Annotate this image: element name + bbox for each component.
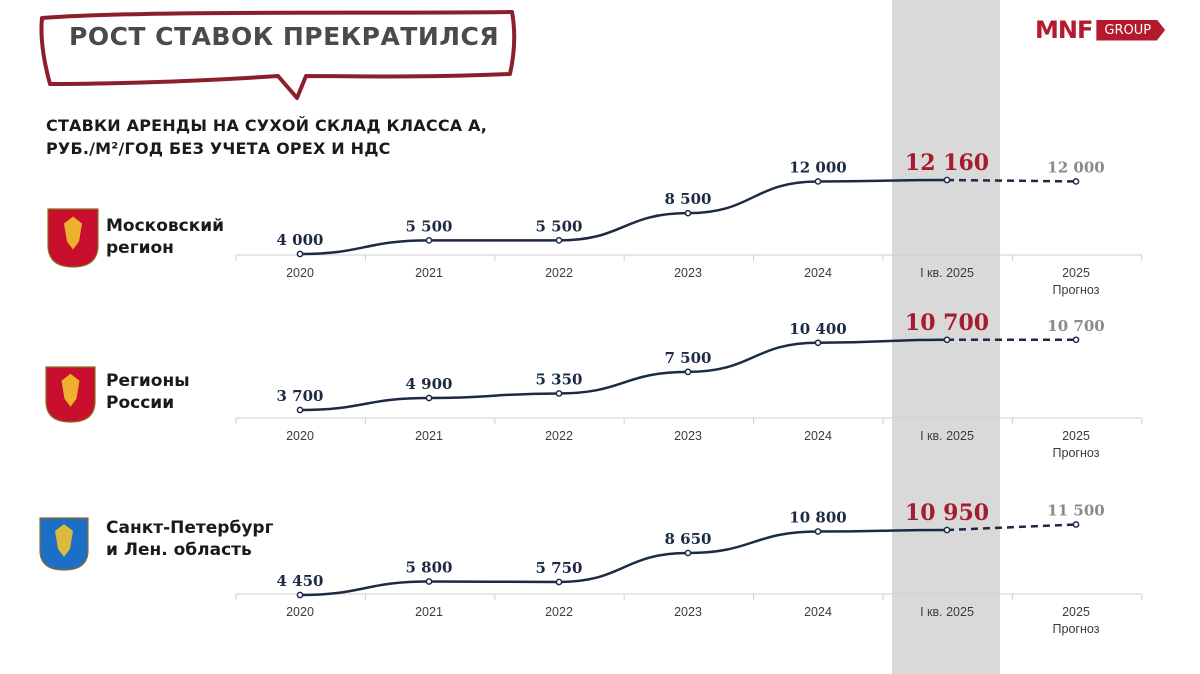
x-tick-label: 2024 — [804, 429, 832, 443]
data-point — [296, 250, 304, 258]
data-label: 11 500 — [1047, 502, 1104, 520]
x-tick-sublabel: Прогноз — [1053, 622, 1100, 636]
moscow-coat-of-arms-icon — [47, 208, 99, 268]
x-tick-label: I кв. 2025 — [920, 429, 974, 443]
x-tick-label: 2024 — [804, 605, 832, 619]
data-point — [684, 368, 692, 376]
data-point — [296, 591, 304, 599]
data-point — [943, 336, 951, 344]
region-line-1: Регионы — [106, 371, 190, 391]
data-label: 8 650 — [665, 530, 712, 548]
title-bubble — [39, 10, 517, 100]
data-point — [943, 176, 951, 184]
forecast-line — [946, 523, 1077, 532]
region-label-moscow: Московский регион — [106, 215, 224, 259]
data-label: 7 500 — [665, 349, 712, 367]
data-label: 10 400 — [789, 320, 846, 338]
region-line-1: Московский — [106, 216, 225, 236]
x-tick-label: 2021 — [415, 429, 443, 443]
x-tick-label: 2020 — [286, 605, 314, 619]
chart-subtitle: СТАВКИ АРЕНДЫ НА СУХОЙ СКЛАД КЛАССА А, Р… — [46, 114, 487, 160]
russia-coat-of-arms-icon — [45, 366, 96, 423]
data-label: 5 750 — [536, 559, 583, 577]
x-tick-label: 2023 — [674, 605, 702, 619]
data-label: 12 000 — [1047, 158, 1104, 176]
data-point — [684, 549, 692, 557]
x-tick-label: 2021 — [415, 266, 443, 280]
data-point — [555, 237, 563, 244]
data-point — [684, 209, 692, 217]
data-point — [943, 526, 951, 534]
data-label: 10 800 — [789, 509, 846, 527]
spb-coat-of-arms-icon — [39, 517, 89, 571]
data-label: 4 450 — [277, 572, 324, 590]
x-tick-label: 2023 — [674, 266, 702, 280]
subtitle-line-1: СТАВКИ АРЕНДЫ НА СУХОЙ СКЛАД КЛАССА А, — [46, 116, 487, 135]
region-line-2: регион — [106, 238, 174, 258]
x-tick-label: 2020 — [286, 429, 314, 443]
x-tick-label: 2023 — [674, 429, 702, 443]
region-label-spb: Санкт-Петербург и Лен. область — [106, 517, 273, 561]
data-point — [1072, 336, 1080, 344]
data-point — [425, 578, 433, 585]
data-point — [814, 339, 822, 347]
chart-panel-0: 4 000 2020 5 500 2021 5 500 2022 8 500 2023 12 0… — [235, 150, 1143, 297]
logo-mnf: MNF — [1035, 16, 1093, 44]
data-label: 10 950 — [905, 500, 989, 526]
x-tick-label: 2024 — [804, 266, 832, 280]
data-label: 3 700 — [277, 387, 324, 405]
region-line-2: и Лен. область — [106, 540, 252, 560]
data-label: 4 900 — [406, 375, 453, 393]
data-point — [555, 578, 563, 586]
series-line — [299, 178, 948, 256]
data-label: 5 500 — [406, 217, 453, 235]
data-point — [296, 406, 304, 414]
series-line — [299, 528, 948, 597]
x-tick-label: 2022 — [545, 266, 573, 280]
company-logo: MNF GROUP — [1035, 16, 1166, 44]
data-point — [814, 528, 822, 535]
region-line-2: России — [106, 393, 175, 413]
data-label: 12 160 — [905, 150, 989, 176]
data-label: 8 500 — [665, 190, 712, 208]
data-label: 5 500 — [536, 217, 583, 235]
x-tick-label: I кв. 2025 — [920, 266, 974, 280]
x-tick-sublabel: Прогноз — [1053, 283, 1100, 297]
page-title: РОСТ СТАВОК ПРЕКРАТИЛСЯ — [69, 22, 500, 51]
data-label: 10 700 — [1047, 317, 1104, 335]
data-label: 10 700 — [905, 310, 989, 336]
series-line — [299, 338, 948, 412]
data-label: 5 350 — [536, 370, 583, 388]
data-label: 5 800 — [406, 559, 453, 577]
data-label: 4 000 — [277, 231, 324, 249]
subtitle-line-2: РУБ./М²/ГОД БЕЗ УЧЕТА OPEX И НДС — [46, 139, 391, 158]
data-point — [1072, 178, 1080, 185]
data-point — [555, 390, 563, 397]
x-tick-label: 2025 — [1062, 266, 1090, 280]
data-point — [814, 178, 822, 185]
data-point — [425, 237, 433, 244]
x-tick-label: 2022 — [545, 605, 573, 619]
chart-panel-1: 3 700 2020 4 900 2021 5 350 2022 7 500 2023 10 4… — [235, 310, 1143, 460]
logo-group-badge: GROUP — [1096, 19, 1166, 41]
x-tick-label: 2025 — [1062, 429, 1090, 443]
forecast-line — [946, 178, 1077, 183]
x-tick-label: 2020 — [286, 266, 314, 280]
data-point — [1072, 521, 1080, 528]
x-tick-label: 2022 — [545, 429, 573, 443]
data-label: 12 000 — [789, 158, 846, 176]
x-tick-label: I кв. 2025 — [920, 605, 974, 619]
region-label-russia: Регионы России — [106, 370, 190, 414]
x-tick-label: 2021 — [415, 605, 443, 619]
chart-panel-2: 4 450 2020 5 800 2021 5 750 2022 8 650 2023 10 8… — [235, 500, 1143, 636]
x-tick-label: 2025 — [1062, 605, 1090, 619]
region-line-1: Санкт-Петербург — [106, 518, 274, 538]
data-point — [425, 394, 433, 402]
x-tick-sublabel: Прогноз — [1053, 446, 1100, 460]
